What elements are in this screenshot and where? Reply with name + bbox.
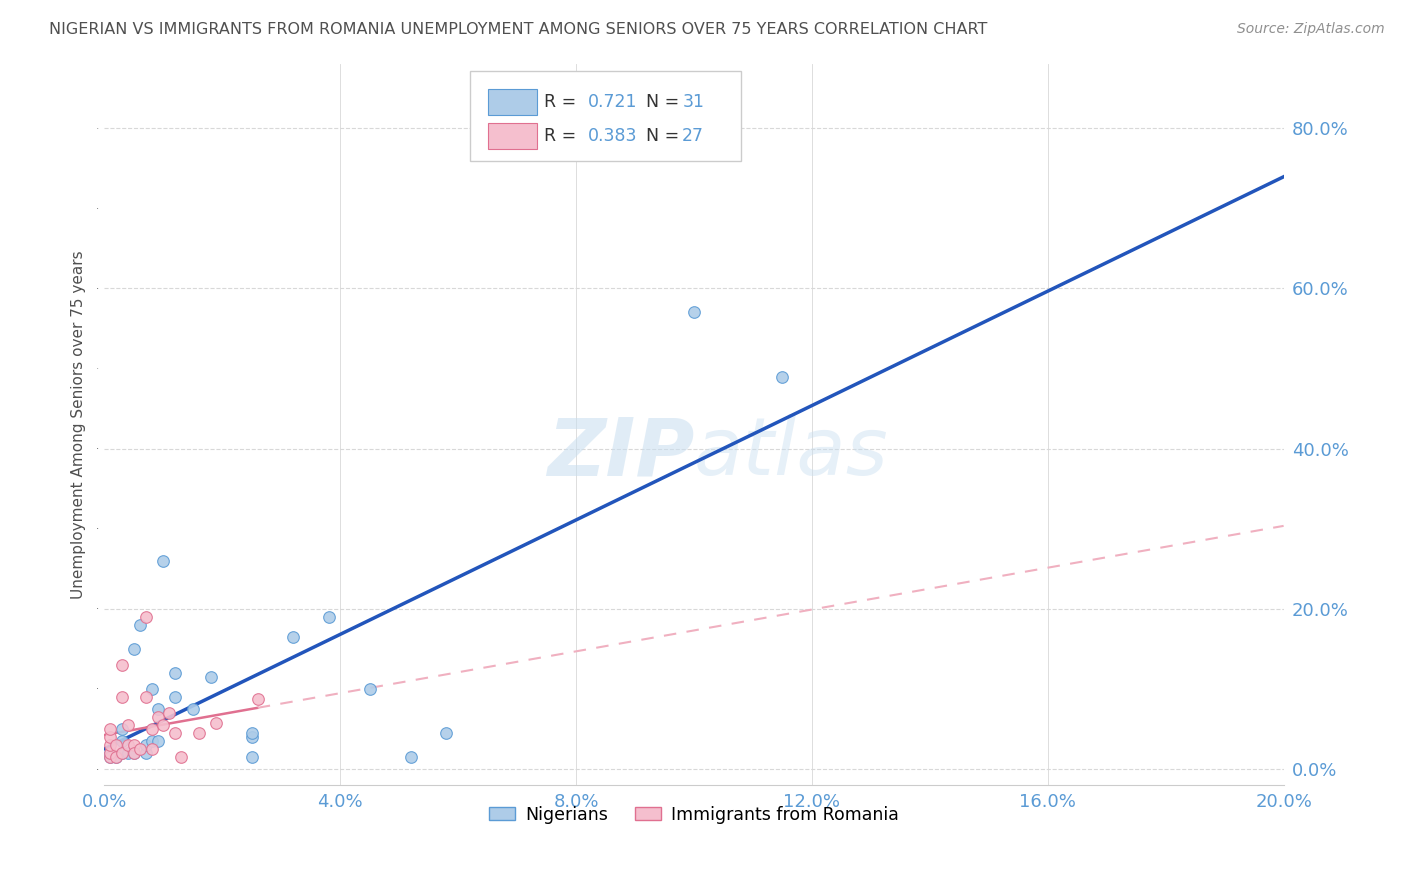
Point — [152, 718, 174, 732]
Point — [135, 690, 157, 704]
Point — [399, 750, 422, 764]
FancyBboxPatch shape — [488, 123, 537, 149]
Point — [105, 750, 128, 764]
Point — [240, 750, 263, 764]
Point — [205, 716, 228, 731]
Point — [200, 670, 222, 684]
Point — [146, 710, 169, 724]
Point — [281, 630, 304, 644]
Point — [98, 730, 121, 744]
Point — [111, 657, 134, 672]
Point — [98, 750, 121, 764]
Point — [170, 750, 193, 764]
Point — [122, 738, 145, 752]
Point — [141, 681, 163, 696]
Point — [98, 746, 121, 760]
Text: R =: R = — [544, 128, 582, 145]
Point — [165, 726, 187, 740]
Point — [98, 746, 121, 760]
Text: 31: 31 — [682, 94, 704, 112]
Point — [240, 726, 263, 740]
Point — [117, 738, 139, 752]
Point — [359, 681, 381, 696]
Point — [187, 726, 209, 740]
Point — [157, 706, 180, 720]
Point — [111, 734, 134, 748]
Point — [105, 750, 128, 764]
Text: 0.383: 0.383 — [588, 128, 637, 145]
Point — [117, 746, 139, 760]
Point — [122, 746, 145, 760]
Point — [141, 722, 163, 736]
Text: N =: N = — [636, 94, 685, 112]
FancyBboxPatch shape — [470, 71, 741, 161]
Point — [141, 742, 163, 756]
Point — [105, 738, 128, 752]
Point — [436, 726, 458, 740]
Point — [122, 746, 145, 760]
Point — [240, 730, 263, 744]
Point — [98, 738, 121, 752]
Text: NIGERIAN VS IMMIGRANTS FROM ROMANIA UNEMPLOYMENT AMONG SENIORS OVER 75 YEARS COR: NIGERIAN VS IMMIGRANTS FROM ROMANIA UNEM… — [49, 22, 987, 37]
Point — [135, 738, 157, 752]
Point — [683, 305, 706, 319]
Point — [128, 618, 150, 632]
Text: ZIP: ZIP — [547, 415, 695, 492]
Legend: Nigerians, Immigrants from Romania: Nigerians, Immigrants from Romania — [482, 798, 905, 830]
Point — [181, 702, 204, 716]
Point — [772, 369, 794, 384]
Point — [146, 702, 169, 716]
Point — [117, 718, 139, 732]
Point — [246, 691, 269, 706]
Text: 27: 27 — [682, 128, 704, 145]
Point — [111, 746, 134, 760]
Point — [135, 610, 157, 624]
Point — [128, 742, 150, 756]
Point — [111, 722, 134, 736]
Text: R =: R = — [544, 94, 582, 112]
Point — [98, 722, 121, 736]
Point — [98, 750, 121, 764]
Point — [135, 746, 157, 760]
Point — [122, 641, 145, 656]
Point — [111, 690, 134, 704]
Text: Source: ZipAtlas.com: Source: ZipAtlas.com — [1237, 22, 1385, 37]
Text: N =: N = — [636, 128, 685, 145]
Point — [165, 690, 187, 704]
Point — [165, 665, 187, 680]
FancyBboxPatch shape — [488, 89, 537, 115]
Text: 0.721: 0.721 — [588, 94, 637, 112]
Point — [146, 734, 169, 748]
Point — [152, 554, 174, 568]
Point — [318, 610, 340, 624]
Text: atlas: atlas — [695, 415, 889, 492]
Point — [111, 746, 134, 760]
Y-axis label: Unemployment Among Seniors over 75 years: Unemployment Among Seniors over 75 years — [72, 251, 86, 599]
Point — [141, 734, 163, 748]
